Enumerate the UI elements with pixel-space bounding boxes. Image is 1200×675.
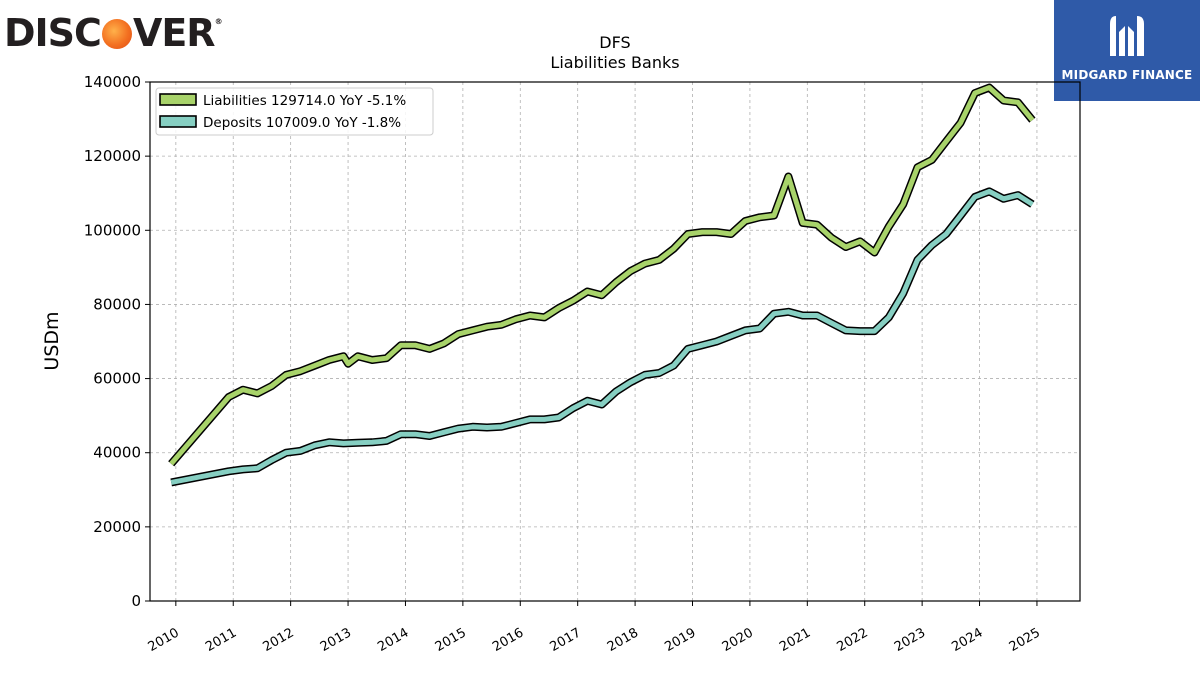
y-tick-label: 100000 bbox=[84, 221, 141, 239]
x-tick-label: 2015 bbox=[433, 625, 469, 655]
x-tick-label: 2021 bbox=[777, 625, 813, 655]
y-tick-label: 0 bbox=[131, 592, 141, 610]
badge-name: MIDGARD FINANCE bbox=[1061, 68, 1193, 82]
legend-label-liabilities: Liabilities 129714.0 YoY -5.1% bbox=[203, 93, 406, 109]
chart-title: DFS bbox=[599, 33, 630, 52]
legend-box bbox=[155, 87, 434, 136]
y-tick-label: 140000 bbox=[84, 73, 141, 91]
y-tick-label: 40000 bbox=[93, 444, 141, 462]
x-tick-label: 2022 bbox=[835, 625, 871, 655]
x-tick-label: 2024 bbox=[949, 625, 985, 655]
y-tick-label: 120000 bbox=[84, 147, 141, 165]
legend-swatch-deposits bbox=[159, 115, 197, 128]
midgard-finance-badge: MIDGARD FINANCE bbox=[1054, 0, 1200, 101]
legend-label-deposits: Deposits 107009.0 YoY -1.8% bbox=[203, 115, 401, 131]
x-tick-label: 2014 bbox=[375, 625, 411, 655]
x-tick-label: 2016 bbox=[490, 625, 526, 655]
series-layer bbox=[168, 83, 1036, 487]
grid bbox=[150, 81, 1080, 602]
y-tick-label: 80000 bbox=[93, 295, 141, 313]
deposits-series-outline bbox=[170, 187, 1035, 487]
y-axis-label: USDm bbox=[41, 311, 63, 370]
x-tick-label: 2017 bbox=[548, 625, 584, 655]
x-tick-label: 2019 bbox=[662, 625, 698, 655]
axes: 0 20000 40000 60000 80000 100000 120000 140000 2… bbox=[84, 73, 1043, 655]
chart-subtitle: Liabilities Banks bbox=[550, 53, 679, 72]
x-tick-label: 2012 bbox=[260, 625, 296, 655]
x-tick-label: 2023 bbox=[892, 625, 928, 655]
y-tick-label: 20000 bbox=[93, 518, 141, 536]
discover-orange-dot-icon bbox=[101, 19, 132, 49]
x-tick-label: 2011 bbox=[203, 625, 239, 655]
deposits-series-line bbox=[170, 188, 1034, 485]
liabilities-series-line bbox=[169, 85, 1035, 466]
x-tick-label: 2013 bbox=[318, 625, 354, 655]
legend: Liabilities 129714.0 YoY -5.1% Deposits 1… bbox=[155, 87, 434, 136]
x-tick-label: 2018 bbox=[605, 625, 641, 655]
discover-logo: DISC VER® bbox=[4, 11, 223, 55]
x-tick-label: 2025 bbox=[1007, 625, 1043, 655]
x-tick-label: 2020 bbox=[720, 625, 756, 655]
midgard-finance-logo-icon bbox=[1110, 16, 1144, 56]
x-tick-label: 2010 bbox=[146, 625, 182, 655]
y-tick-label: 60000 bbox=[93, 370, 141, 388]
plot-frame bbox=[149, 81, 1081, 602]
legend-swatch-liabilities bbox=[159, 93, 197, 106]
